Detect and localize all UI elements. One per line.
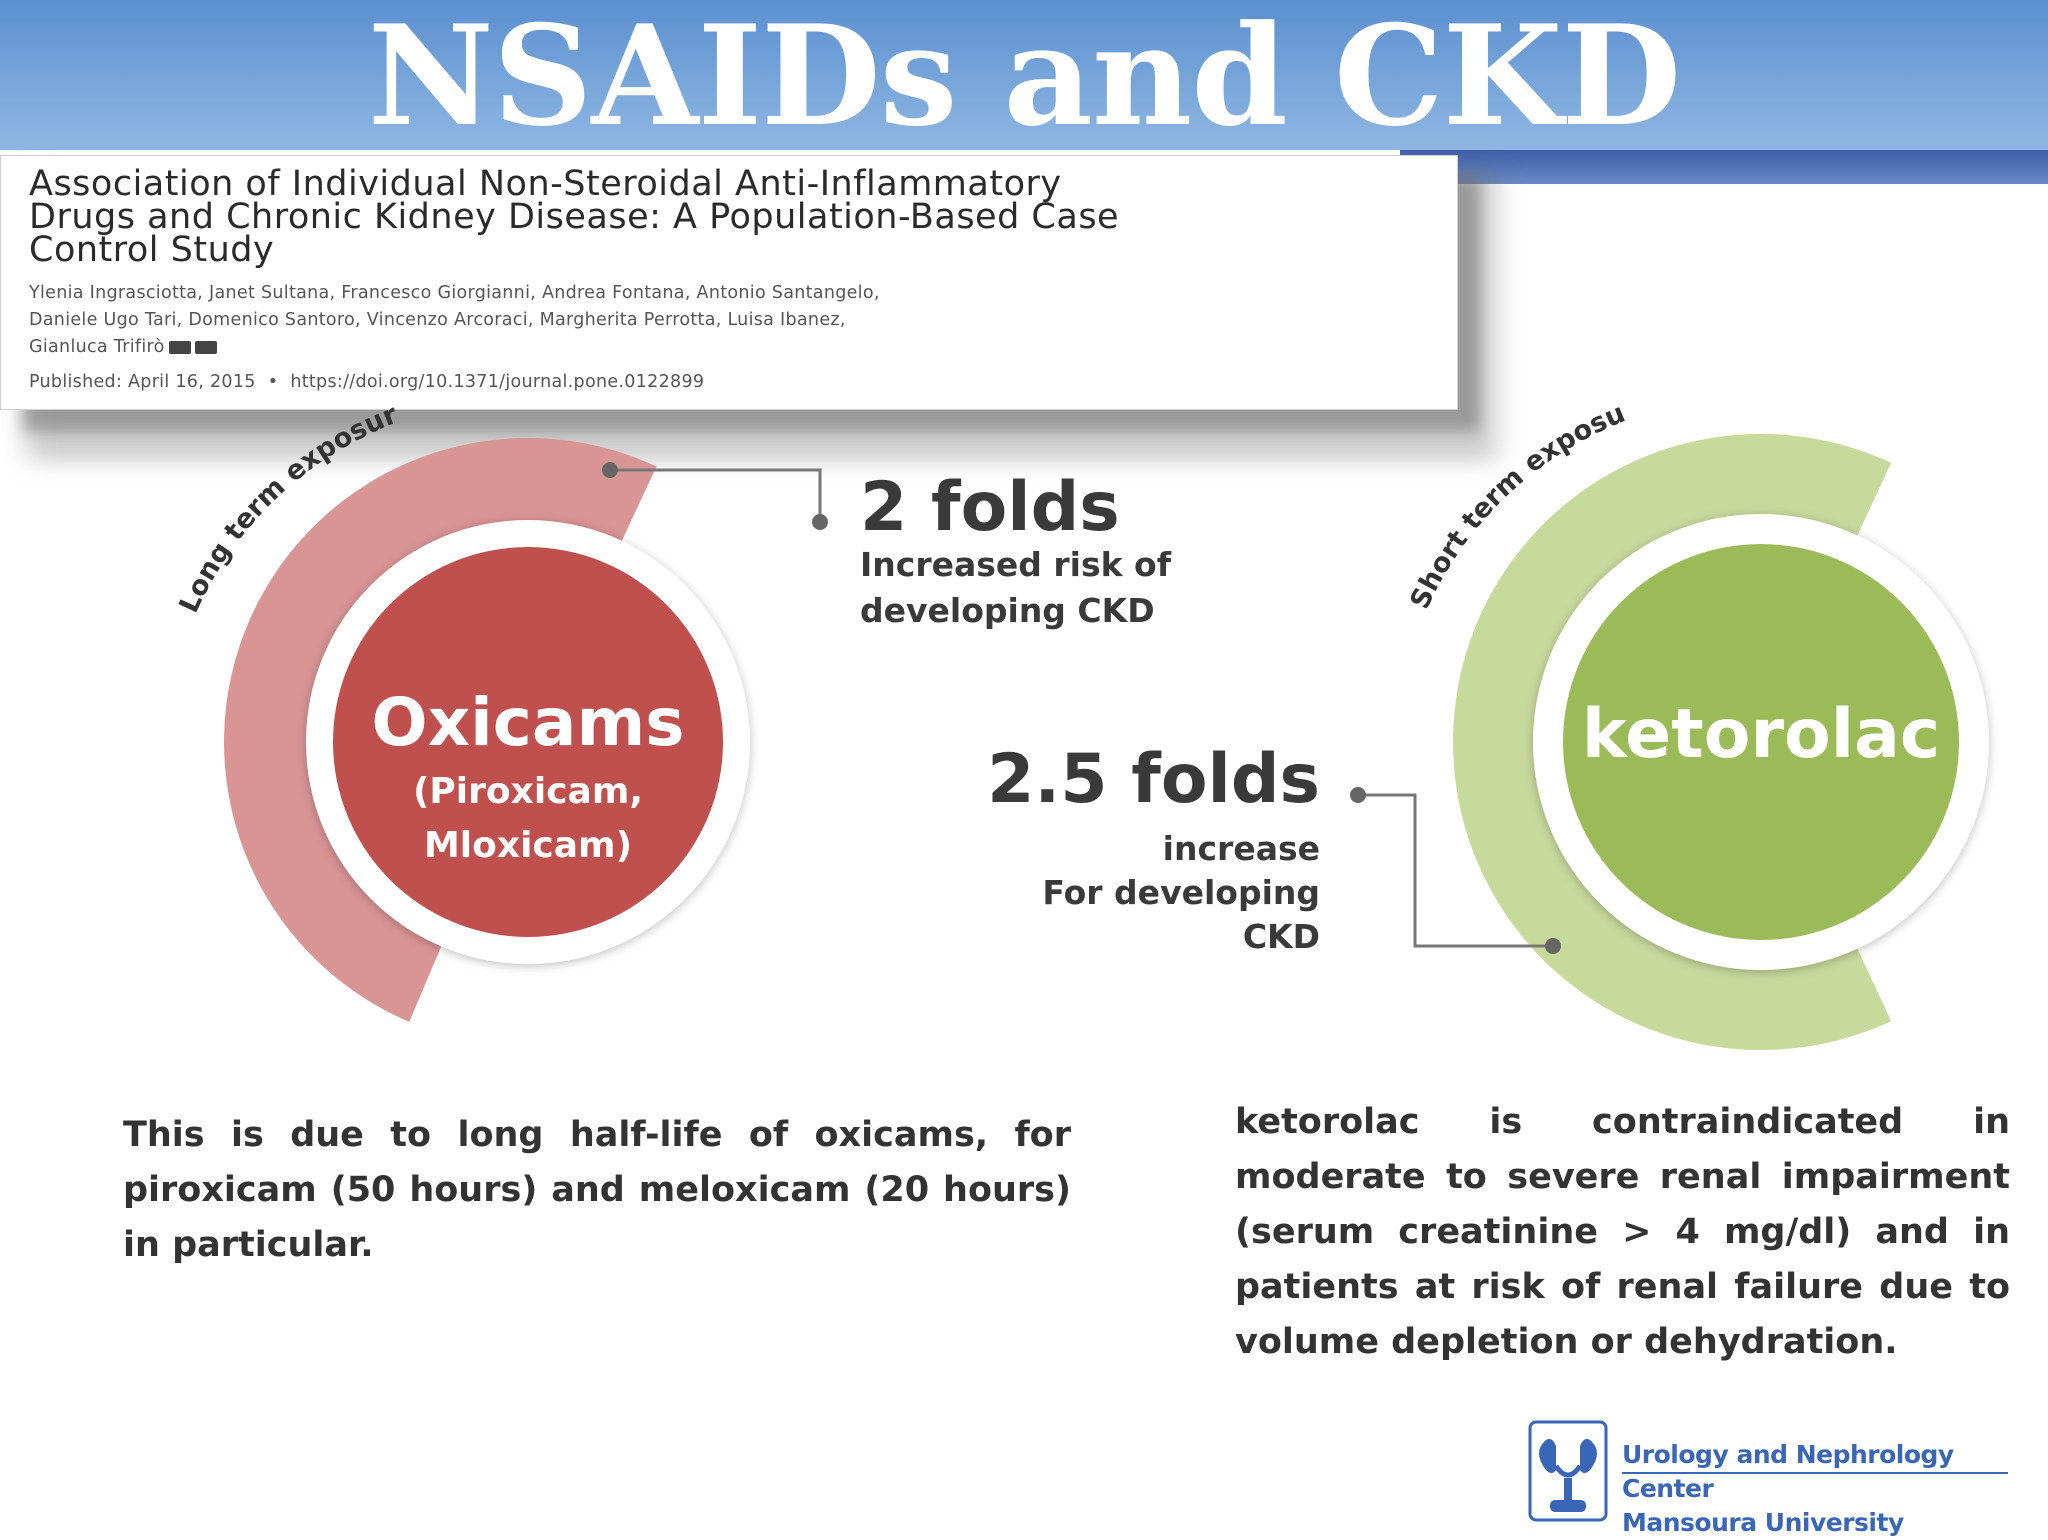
right-exposure-arc — [1452, 434, 1892, 1051]
left-drug-circle — [333, 547, 723, 937]
paper-title-line: Control Study — [29, 230, 275, 270]
paper-title-line: Drugs and Chronic Kidney Disease: A Popu… — [29, 197, 1120, 237]
header-banner — [0, 0, 2048, 150]
left-drug-name: Oxicams — [371, 684, 685, 761]
left-drug-label: Oxicams (Piroxicam, Mloxicam) — [333, 680, 723, 874]
left-stat-value: 2 folds — [860, 468, 1120, 547]
paper-doi-link[interactable]: https://doi.org/10.1371/journal.pone.012… — [290, 372, 705, 392]
published-date: Published: April 16, 2015 — [29, 372, 256, 392]
logo-line: Urology and Nephrology Center — [1622, 1440, 1954, 1503]
left-connector-dot — [812, 514, 828, 530]
orcid-icon — [168, 340, 191, 354]
right-connector-line — [1358, 793, 1553, 948]
email-icon — [194, 340, 217, 354]
paper-title: Association of Individual Non-Steroidal … — [29, 164, 1449, 270]
left-drug-examples: Mloxicam) — [423, 825, 633, 866]
authors-line: Ylenia Ingrasciotta, Janet Sultana, Fran… — [29, 283, 880, 303]
right-drug-name: ketorolac — [1581, 695, 1941, 774]
separator-dot: • — [267, 372, 279, 392]
paper-published: Published: April 16, 2015 • https://doi.or… — [29, 372, 704, 392]
left-connector-dot — [602, 462, 618, 478]
paper-clipping: Association of Individual Non-Steroidal … — [0, 155, 1458, 410]
right-connector-dot — [1350, 787, 1366, 803]
right-drug-label: ketorolac — [1563, 695, 1959, 775]
right-stat-line: For developing — [1042, 873, 1320, 912]
logo-line: Mansoura University — [1622, 1508, 1904, 1537]
paper-authors: Ylenia Ingrasciotta, Janet Sultana, Fran… — [29, 280, 1429, 361]
left-connector-line — [610, 468, 822, 522]
right-note: ketorolac is contraindicated in moderate… — [1235, 1102, 2010, 1362]
right-stat-desc: increase For developing CKD — [1042, 827, 1320, 959]
kidney-logo-icon — [1528, 1420, 1608, 1522]
left-stat-line: Increased risk of — [860, 545, 1172, 584]
slide-title: NSAIDs and CKD — [367, 0, 1682, 157]
header-stripe — [1400, 150, 2048, 184]
left-stat-desc: Increased risk of developing CKD — [860, 542, 1171, 634]
logo-underline — [1622, 1472, 2008, 1474]
authors-line: Daniele Ugo Tari, Domenico Santoro, Vinc… — [29, 310, 846, 330]
left-drug-examples: (Piroxicam, — [412, 771, 644, 812]
right-drug-circle — [1563, 544, 1959, 940]
left-note: This is due to long half-life of oxicams… — [123, 1115, 1071, 1265]
left-stat-line: developing CKD — [860, 591, 1155, 630]
right-stat-line: CKD — [1242, 917, 1320, 956]
right-stat-value: 2.5 folds — [987, 740, 1320, 819]
institution-logo-text: Urology and Nephrology Center Mansoura U… — [1622, 1438, 2048, 1540]
paper-title-line: Association of Individual Non-Steroidal … — [29, 164, 1062, 204]
left-exposure-arc — [224, 438, 657, 1022]
authors-line: Gianluca Trifirò — [29, 334, 1429, 361]
right-stat-line: increase — [1162, 829, 1320, 868]
right-connector-dot — [1545, 938, 1561, 954]
